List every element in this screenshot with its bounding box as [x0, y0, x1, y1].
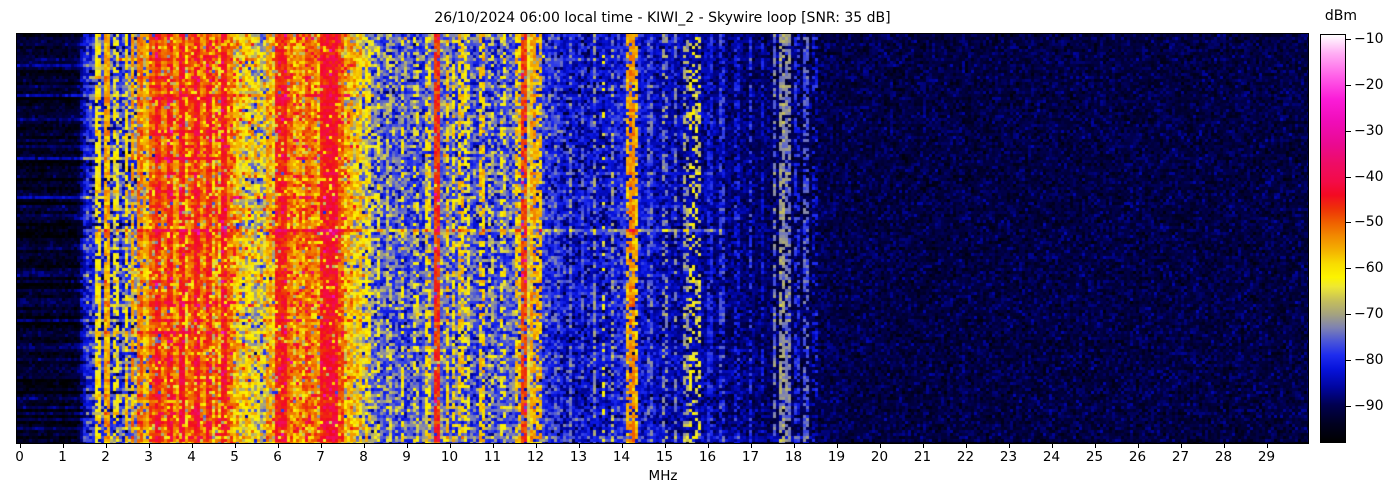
x-tick — [535, 443, 537, 448]
x-tick-label: 23 — [999, 449, 1018, 465]
x-tick — [148, 443, 150, 448]
colorbar-tick-label: −60 — [1354, 260, 1384, 277]
x-tick — [879, 443, 881, 448]
x-tick-label: 11 — [483, 449, 502, 465]
x-tick-label: 20 — [870, 449, 889, 465]
x-tick — [320, 443, 322, 448]
x-tick-label: 6 — [273, 449, 282, 465]
colorbar-tick-label: −20 — [1354, 76, 1384, 93]
x-tick-label: 17 — [741, 449, 760, 465]
x-tick — [621, 443, 623, 448]
x-tick — [1008, 443, 1010, 448]
colorbar-tick — [1346, 314, 1351, 316]
x-tick — [1223, 443, 1225, 448]
x-tick — [793, 443, 795, 448]
x-tick — [492, 443, 494, 448]
x-tick — [836, 443, 838, 448]
x-tick-label: 3 — [144, 449, 153, 465]
x-tick — [234, 443, 236, 448]
x-tick-label: 14 — [612, 449, 631, 465]
x-tick-label: 12 — [526, 449, 545, 465]
x-tick — [664, 443, 666, 448]
colorbar-tick — [1346, 222, 1351, 224]
figure-title: 26/10/2024 06:00 local time - KIWI_2 - S… — [434, 10, 891, 26]
colorbar-tick — [1346, 406, 1351, 408]
x-tick — [62, 443, 64, 448]
x-tick — [1266, 443, 1268, 448]
colorbar-tick-label: −50 — [1354, 214, 1384, 231]
x-tick — [707, 443, 709, 448]
x-tick-label: 4 — [187, 449, 196, 465]
x-tick — [449, 443, 451, 448]
colorbar-tick — [1346, 130, 1351, 132]
x-tick-label: 13 — [569, 449, 588, 465]
colorbar-tick — [1346, 84, 1351, 86]
x-tick — [922, 443, 924, 448]
x-tick-label: 19 — [827, 449, 846, 465]
plot-area — [16, 33, 1309, 444]
colorbar-tick-label: −90 — [1354, 398, 1384, 415]
x-tick-label: 1 — [58, 449, 67, 465]
x-tick — [578, 443, 580, 448]
x-tick-label: 10 — [440, 449, 459, 465]
colorbar-tick-label: −10 — [1354, 30, 1384, 47]
x-tick-label: 18 — [784, 449, 803, 465]
x-tick-label: 9 — [402, 449, 411, 465]
x-tick-label: 29 — [1257, 449, 1276, 465]
spectrogram-canvas — [17, 34, 1308, 443]
x-tick-label: 15 — [655, 449, 674, 465]
x-tick-label: 27 — [1171, 449, 1190, 465]
colorbar-tick — [1346, 38, 1351, 40]
x-tick-label: 21 — [913, 449, 932, 465]
x-tick — [191, 443, 193, 448]
x-tick — [750, 443, 752, 448]
x-tick-label: 2 — [101, 449, 110, 465]
x-tick — [1137, 443, 1139, 448]
x-tick-label: 28 — [1214, 449, 1233, 465]
x-tick — [1051, 443, 1053, 448]
x-tick — [105, 443, 107, 448]
x-tick — [1180, 443, 1182, 448]
colorbar-tick-label: −70 — [1354, 306, 1384, 323]
x-tick-label: 22 — [956, 449, 975, 465]
x-tick-label: 24 — [1042, 449, 1061, 465]
x-tick-label: 0 — [15, 449, 24, 465]
x-tick-label: 5 — [230, 449, 239, 465]
x-tick — [406, 443, 408, 448]
colorbar-unit-label: dBm — [1324, 8, 1358, 24]
x-tick-label: 25 — [1085, 449, 1104, 465]
colorbar-tick-label: −30 — [1354, 122, 1384, 139]
colorbar-tick — [1346, 268, 1351, 270]
x-tick — [363, 443, 365, 448]
colorbar-tick-label: −80 — [1354, 352, 1384, 369]
x-tick — [965, 443, 967, 448]
x-tick — [19, 443, 21, 448]
x-tick-label: 16 — [698, 449, 717, 465]
colorbar-tick-label: −40 — [1354, 168, 1384, 185]
colorbar-tick — [1346, 176, 1351, 178]
colorbar-tick — [1346, 360, 1351, 362]
x-tick — [277, 443, 279, 448]
x-tick — [1094, 443, 1096, 448]
x-tick-label: 7 — [316, 449, 325, 465]
x-tick-label: 8 — [359, 449, 368, 465]
x-axis-label: MHz — [648, 468, 678, 484]
colorbar — [1320, 34, 1346, 443]
x-tick-label: 26 — [1128, 449, 1147, 465]
